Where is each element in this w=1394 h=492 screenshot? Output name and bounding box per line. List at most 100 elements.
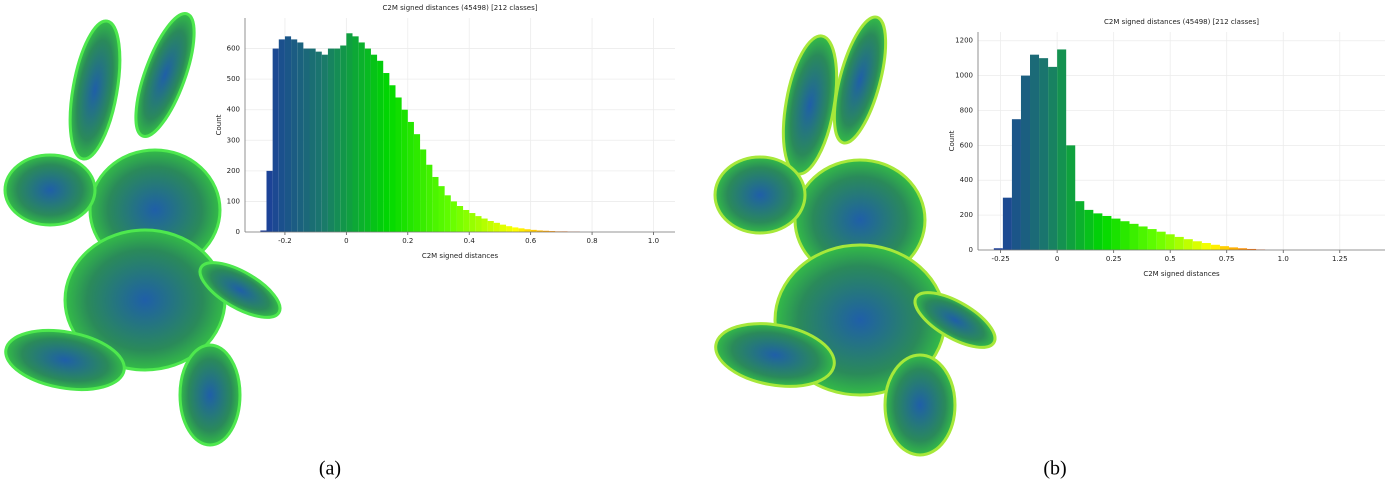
y-axis-label: Count — [948, 130, 956, 151]
x-tick-label: 0.5 — [1165, 255, 1176, 263]
histogram-bar — [285, 36, 291, 232]
histogram-bar — [359, 42, 365, 232]
histogram-bar — [297, 42, 303, 232]
y-tick-label: 400 — [960, 176, 973, 184]
histogram-bar — [340, 46, 346, 232]
histogram-bar — [389, 85, 395, 232]
x-tick-label: 0 — [1055, 255, 1059, 263]
y-tick-label: 1200 — [955, 37, 973, 45]
histogram-bar — [1012, 119, 1021, 250]
histogram-bar — [1129, 224, 1138, 250]
histogram-bar — [1193, 241, 1202, 250]
histogram-bar — [1139, 226, 1148, 250]
histogram-bar — [451, 201, 457, 232]
caption: (b) — [1043, 458, 1066, 480]
y-tick-label: 1000 — [955, 72, 973, 80]
histogram-bar — [475, 216, 481, 232]
histogram-bar — [408, 122, 414, 232]
chart-title: C2M signed distances (45498) [212 classe… — [1104, 18, 1259, 26]
histogram-bar — [439, 186, 445, 232]
histogram-bar — [1066, 145, 1075, 250]
x-tick-label: 1.0 — [648, 237, 659, 245]
histogram-bar — [310, 49, 316, 232]
histogram-bar — [322, 55, 328, 232]
caption: (a) — [319, 458, 341, 480]
histogram-bar — [279, 39, 285, 232]
histogram-bar — [1148, 229, 1157, 250]
histogram-bar — [383, 73, 389, 232]
x-tick-label: 0.4 — [464, 237, 476, 245]
histogram-bar — [1166, 234, 1175, 250]
histogram-bar — [463, 210, 469, 232]
histogram-bar — [494, 223, 500, 232]
y-axis-label: Count — [215, 114, 223, 135]
histogram-bar — [1057, 49, 1066, 250]
histogram-bar — [365, 49, 371, 232]
y-tick-label: 600 — [960, 141, 973, 149]
histogram-bar — [371, 55, 377, 232]
histogram-bar — [500, 225, 506, 232]
histogram-bar — [396, 97, 402, 232]
histogram-bar — [1093, 213, 1102, 250]
x-tick-label: 0 — [344, 237, 348, 245]
histogram-bar — [1039, 58, 1048, 250]
histogram-bar — [1030, 55, 1039, 250]
histogram-bar — [1102, 216, 1111, 250]
histogram-bar — [432, 177, 438, 232]
chart-title: C2M signed distances (45498) [212 classe… — [383, 4, 538, 12]
histogram-bar — [291, 39, 297, 232]
histogram-bar — [316, 52, 322, 232]
histogram-bar — [457, 206, 463, 232]
y-tick-label: 200 — [960, 211, 973, 219]
histogram-bar — [420, 149, 426, 232]
histogram-bar — [334, 49, 340, 232]
histogram-bar — [1211, 245, 1220, 250]
histogram-bar — [488, 221, 494, 232]
x-tick-label: 1.25 — [1332, 255, 1348, 263]
x-axis-label: C2M signed distances — [422, 252, 499, 260]
y-tick-label: 0 — [969, 246, 973, 254]
histogram-bar — [506, 226, 512, 232]
histogram-bar — [426, 165, 432, 232]
x-tick-label: -0.25 — [992, 255, 1010, 263]
histogram-bar — [1084, 210, 1093, 250]
histogram-bar — [328, 49, 334, 232]
y-tick-label: 800 — [960, 106, 973, 114]
histogram-bar — [414, 134, 420, 232]
histogram-bar — [445, 195, 451, 232]
histogram-bar — [303, 49, 309, 232]
histogram-bar — [1157, 232, 1166, 250]
histogram-bar — [402, 110, 408, 232]
histogram-bar — [469, 213, 475, 232]
x-tick-label: 0.2 — [402, 237, 413, 245]
x-tick-label: 0.25 — [1106, 255, 1122, 263]
x-tick-label: 0.75 — [1219, 255, 1235, 263]
histogram-bar — [1175, 237, 1184, 250]
histogram-bar — [518, 228, 524, 232]
x-tick-label: -0.2 — [278, 237, 292, 245]
histogram-bar — [273, 49, 279, 232]
y-tick-label: 400 — [227, 106, 240, 114]
x-tick-label: 1.0 — [1278, 255, 1289, 263]
histogram-bar — [1003, 198, 1012, 250]
histogram-bar — [512, 227, 518, 232]
histogram-bar — [1220, 246, 1229, 250]
histogram-bar — [1048, 67, 1057, 250]
y-tick-label: 200 — [227, 167, 240, 175]
histogram-bar — [482, 219, 488, 232]
y-tick-label: 600 — [227, 45, 240, 53]
x-tick-label: 0.6 — [525, 237, 537, 245]
figure: C2M signed distances (45498) [212 classe… — [0, 0, 1394, 492]
histogram-bar — [353, 36, 359, 232]
histogram-bar — [346, 33, 352, 232]
x-tick-label: 0.8 — [587, 237, 598, 245]
histogram-bar — [377, 61, 383, 232]
histogram-bar — [1075, 201, 1084, 250]
y-tick-label: 100 — [227, 197, 240, 205]
histogram-bar — [1184, 239, 1193, 250]
histogram-bar — [525, 229, 531, 232]
y-tick-label: 0 — [236, 228, 240, 236]
y-tick-label: 300 — [227, 136, 240, 144]
histogram-bar — [1120, 221, 1129, 250]
histogram-bar — [1202, 243, 1211, 250]
